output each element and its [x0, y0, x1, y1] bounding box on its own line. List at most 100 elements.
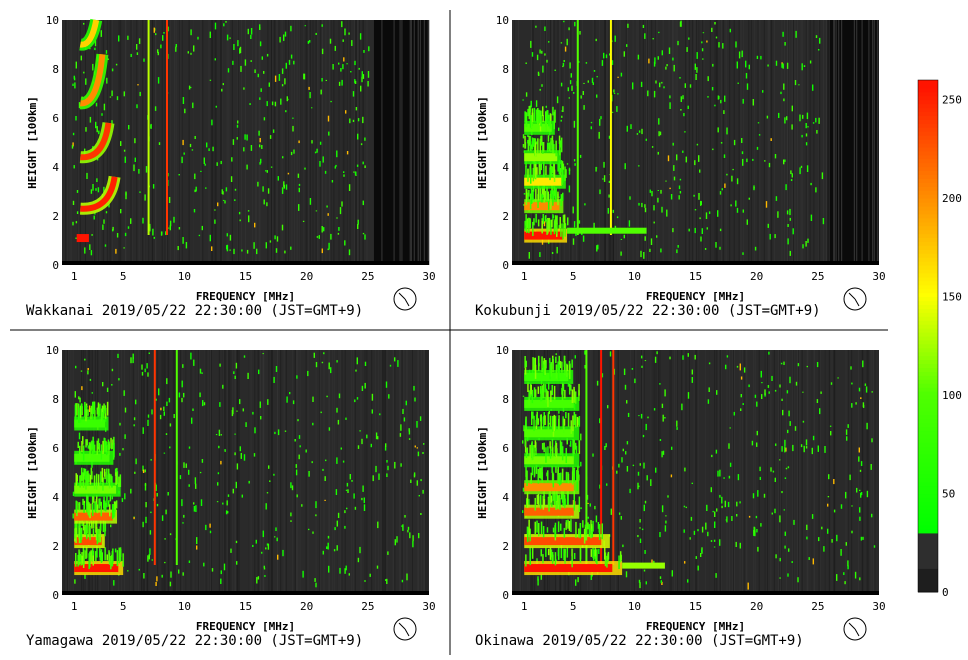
echo-layer-3 — [524, 135, 563, 165]
clock-icon — [393, 287, 417, 311]
y-tick-label: 6 — [502, 112, 509, 125]
y-tick-label: 8 — [52, 63, 59, 76]
echo-layer-5 — [524, 411, 581, 441]
x-tick-label: 5 — [570, 270, 577, 283]
x-axis-label: FREQUENCY [MHz] — [646, 620, 745, 633]
x-tick-label: 5 — [570, 600, 577, 613]
y-axis-label: HEIGHT [100km] — [476, 96, 489, 189]
x-tick-label: 25 — [811, 270, 824, 283]
x-tick-label: 10 — [628, 600, 641, 613]
y-tick-label: 10 — [46, 344, 59, 357]
x-tick-label: 15 — [239, 600, 252, 613]
x-axis-label: FREQUENCY [MHz] — [196, 620, 295, 633]
echo-trace-3 — [79, 19, 100, 48]
echo-layer-3 — [74, 467, 122, 497]
y-tick-label: 8 — [502, 393, 509, 406]
x-tick-label: 20 — [300, 600, 313, 613]
echo-layer-2 — [524, 159, 567, 189]
echo-layer-4 — [524, 106, 556, 135]
clock-icon — [843, 617, 867, 641]
echo-line-0 — [576, 20, 579, 235]
echo-line-0 — [147, 20, 150, 235]
echo-layer-6 — [524, 382, 580, 411]
caption-okinawa: Okinawa 2019/05/22 22:30:00 (JST=GMT+9) — [475, 633, 804, 649]
x-axis-label: FREQUENCY [MHz] — [196, 290, 295, 303]
caption-wakkanai: Wakkanai 2019/05/22 22:30:00 (JST=GMT+9) — [26, 303, 364, 319]
x-tick-label: 1 — [521, 600, 528, 613]
x-tick-label: 5 — [120, 600, 127, 613]
colorbar-tick-label: 50 — [942, 488, 955, 501]
y-axis-label: HEIGHT [100km] — [476, 426, 489, 519]
echo-layer-4 — [524, 438, 581, 468]
y-tick-label: 8 — [52, 393, 59, 406]
echo-layer-0 — [524, 213, 569, 243]
y-tick-label: 0 — [52, 589, 59, 602]
y-tick-label: 0 — [502, 259, 509, 272]
echo-line-0 — [600, 350, 603, 565]
x-tick-label: 10 — [178, 600, 191, 613]
x-tick-label: 25 — [811, 600, 824, 613]
x-tick-label: 20 — [300, 270, 313, 283]
echo-line-1 — [612, 350, 615, 565]
echo-layer-0 — [74, 546, 124, 576]
echo-blob-0 — [76, 234, 89, 243]
x-tick-label: 1 — [521, 270, 528, 283]
y-tick-label: 4 — [52, 491, 59, 504]
y-tick-label: 10 — [496, 344, 509, 357]
echo-layer-1 — [74, 519, 107, 549]
echo-trace-2 — [80, 54, 106, 107]
colorbar-tick-label: 0 — [942, 586, 949, 599]
y-axis-label: HEIGHT [100km] — [26, 96, 39, 189]
x-tick-label: 30 — [422, 270, 435, 283]
echo-layer-1 — [524, 184, 564, 214]
echo-tail — [567, 227, 647, 234]
echo-layer-5 — [74, 401, 109, 431]
y-tick-label: 6 — [52, 112, 59, 125]
background-noise — [512, 350, 876, 595]
y-axis-label: HEIGHT [100km] — [26, 426, 39, 519]
x-tick-label: 10 — [628, 270, 641, 283]
x-tick-label: 30 — [872, 600, 885, 613]
echo-layer-0 — [524, 547, 623, 576]
x-tick-label: 30 — [422, 600, 435, 613]
y-tick-label: 10 — [46, 14, 59, 27]
y-tick-label: 4 — [502, 491, 509, 504]
colorbar-tick-label: 150 — [942, 291, 962, 304]
echo-line-0 — [153, 350, 156, 565]
x-tick-label: 1 — [71, 270, 78, 283]
y-tick-label: 0 — [502, 589, 509, 602]
y-tick-label: 4 — [502, 161, 509, 174]
echo-layer-4 — [74, 436, 115, 465]
x-tick-label: 25 — [361, 600, 374, 613]
y-tick-label: 6 — [502, 442, 509, 455]
x-tick-label: 25 — [361, 270, 374, 283]
y-tick-label: 0 — [52, 259, 59, 272]
x-tick-label: 30 — [872, 270, 885, 283]
echo-trace-0 — [80, 176, 118, 212]
caption-yamagawa: Yamagawa 2019/05/22 22:30:00 (JST=GMT+9) — [26, 633, 364, 649]
clock-icon — [393, 617, 417, 641]
y-tick-label: 2 — [502, 540, 509, 553]
echo-layer-1 — [524, 519, 610, 549]
echo-layer-7 — [524, 355, 574, 384]
x-tick-label: 20 — [750, 270, 763, 283]
echo-line-1 — [609, 20, 612, 235]
echo-layer-2 — [74, 494, 118, 524]
y-tick-label: 4 — [52, 161, 59, 174]
x-tick-label: 1 — [71, 600, 78, 613]
x-tick-label: 15 — [239, 270, 252, 283]
no-data-region — [827, 20, 879, 265]
colorbar-tick-label: 250 — [942, 94, 962, 107]
colorbar-tick-label: 200 — [942, 192, 962, 205]
y-tick-label: 6 — [52, 442, 59, 455]
y-tick-label: 8 — [502, 63, 509, 76]
echo-line-2 — [585, 350, 588, 565]
